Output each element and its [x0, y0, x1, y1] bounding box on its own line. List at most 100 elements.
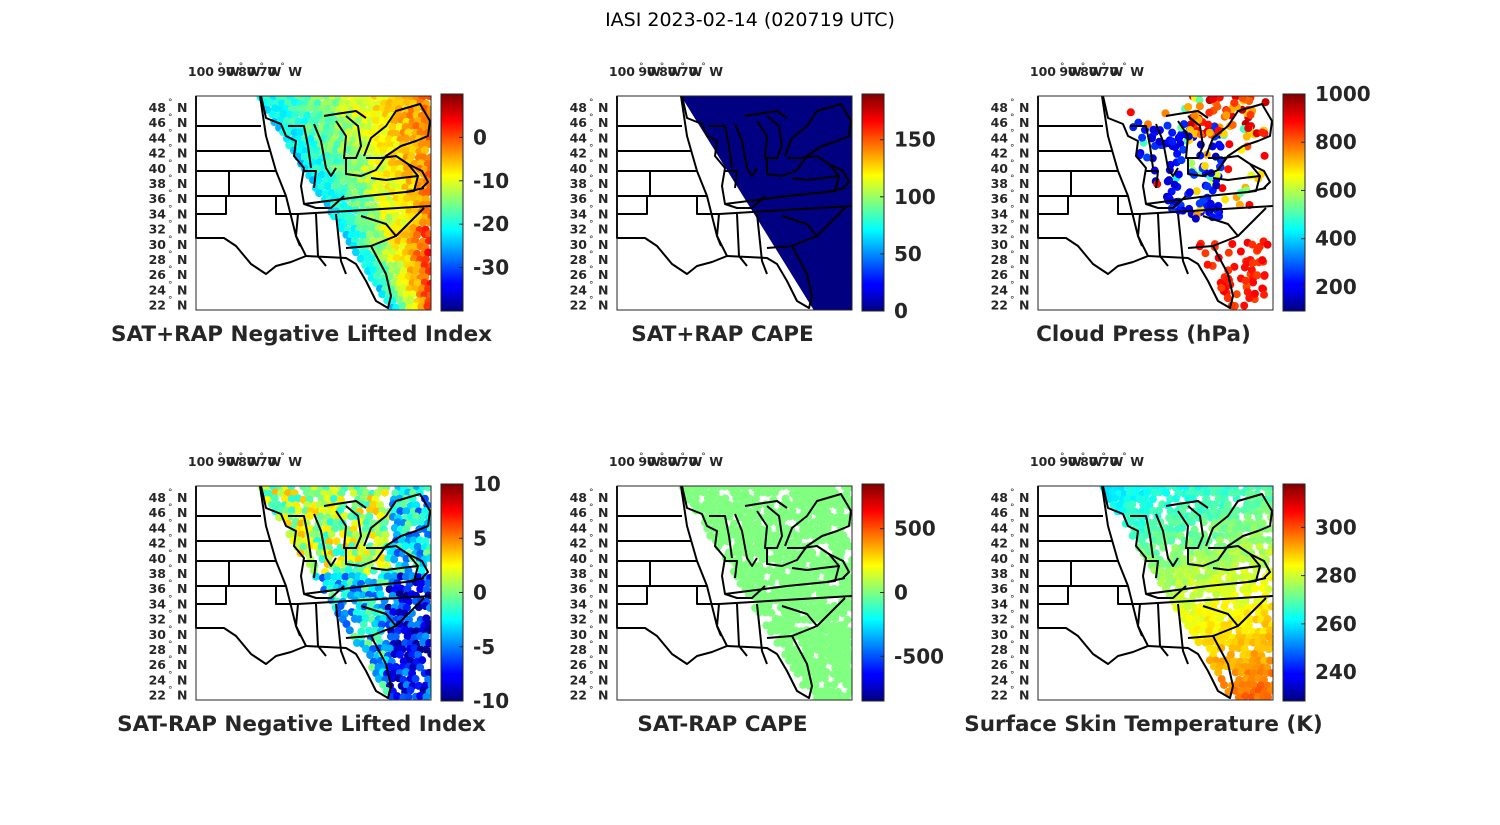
lon-tick-label: 80 [659, 64, 677, 79]
data-point [1232, 506, 1241, 515]
data-point [1244, 524, 1253, 533]
lat-hemisphere: N [598, 505, 608, 520]
degree-mark: ° [1081, 452, 1086, 462]
data-point [413, 620, 422, 629]
data-point [356, 98, 365, 107]
data-point [1228, 662, 1237, 671]
lat-hemisphere: N [1019, 566, 1029, 581]
lon-tick-label: 90 [638, 454, 656, 469]
degree-mark: ° [239, 62, 244, 72]
data-point [793, 669, 802, 678]
lat-tick-label: 36 [570, 191, 588, 206]
data-point [1226, 525, 1235, 534]
data-point [270, 494, 279, 503]
degree-mark: ° [168, 534, 173, 544]
lat-tick-label: 48 [149, 100, 166, 115]
data-point [362, 644, 371, 653]
data-point [804, 512, 813, 521]
data-point [741, 566, 750, 575]
data-point [294, 117, 303, 126]
degree-mark: ° [589, 220, 594, 230]
state-boundary [323, 500, 367, 549]
lat-hemisphere: N [1019, 520, 1029, 535]
data-point [402, 524, 411, 533]
data-point [1267, 573, 1273, 582]
data-point [401, 183, 410, 192]
degree-mark: ° [1010, 488, 1015, 498]
lat-hemisphere: N [1019, 642, 1029, 657]
data-point [316, 512, 325, 521]
data-point [1168, 518, 1177, 527]
degree-mark: ° [1102, 62, 1107, 72]
lat-hemisphere: N [177, 146, 187, 161]
degree-mark: ° [589, 488, 594, 498]
data-point [383, 200, 392, 209]
data-point [1171, 494, 1180, 503]
colorbar-tick-label: 260 [1315, 612, 1357, 636]
lon-hemisphere: W [268, 454, 282, 469]
state-boundary [1247, 163, 1271, 193]
state-boundary [345, 605, 397, 639]
data-point [801, 644, 810, 653]
colorbar-tick-label: -500 [894, 644, 944, 668]
data-point [1238, 96, 1247, 102]
data-point [337, 489, 346, 498]
data-point [812, 507, 821, 516]
data-point [347, 218, 356, 227]
colorbar-tick-label: 0 [473, 125, 487, 149]
data-point [424, 248, 431, 257]
lat-tick-label: 24 [149, 282, 167, 297]
data-point [772, 531, 781, 540]
lat-hemisphere: N [598, 282, 608, 297]
data-point [1215, 536, 1224, 545]
data-point [332, 566, 341, 575]
data-point [403, 98, 412, 107]
lat-tick-label: 28 [991, 642, 1008, 657]
data-point [1202, 494, 1211, 503]
data-swath [681, 96, 852, 310]
data-point [754, 549, 763, 558]
data-point [335, 572, 344, 581]
data-point [806, 488, 815, 497]
data-point [1247, 692, 1256, 700]
data-point [337, 116, 346, 125]
lat-tick-label: 40 [149, 551, 167, 566]
state-boundary [1037, 95, 1149, 275]
degree-mark: ° [168, 220, 173, 230]
data-point [424, 284, 431, 293]
data-point [1185, 614, 1194, 623]
data-point [1123, 495, 1132, 504]
data-point [1200, 161, 1209, 170]
data-point [369, 548, 378, 557]
data-point [401, 542, 410, 551]
data-point [391, 662, 400, 671]
degree-mark: ° [660, 452, 665, 462]
data-point [1243, 590, 1252, 599]
degree-mark: ° [589, 610, 594, 620]
degree-mark: ° [1010, 235, 1015, 245]
data-point [404, 597, 413, 606]
data-point [831, 518, 840, 527]
lat-tick-label: 46 [570, 505, 588, 520]
state-boundary [260, 485, 345, 599]
state-boundary [1037, 485, 1149, 665]
lon-tick-label: 90 [638, 64, 656, 79]
lat-hemisphere: N [1019, 191, 1029, 206]
data-point [721, 494, 730, 503]
data-point [373, 489, 382, 498]
degree-mark: ° [1010, 204, 1015, 214]
data-point [1187, 518, 1196, 527]
degree-mark: ° [1010, 113, 1015, 123]
data-point [356, 254, 365, 263]
degree-mark: ° [589, 250, 594, 260]
lat-tick-label: 32 [570, 222, 587, 237]
lat-hemisphere: N [1019, 657, 1029, 672]
data-point [1188, 512, 1197, 521]
state-boundaries [616, 485, 853, 699]
data-point [344, 128, 353, 137]
data-point [802, 531, 811, 540]
lat-hemisphere: N [598, 222, 608, 237]
data-point [833, 638, 842, 647]
map-panel: 100 ° W90 ° W80 ° W70 ° W48 ° N46 ° N44 ° N42 ° N40 ° N38 °… [570, 62, 936, 347]
data-point [406, 111, 415, 120]
